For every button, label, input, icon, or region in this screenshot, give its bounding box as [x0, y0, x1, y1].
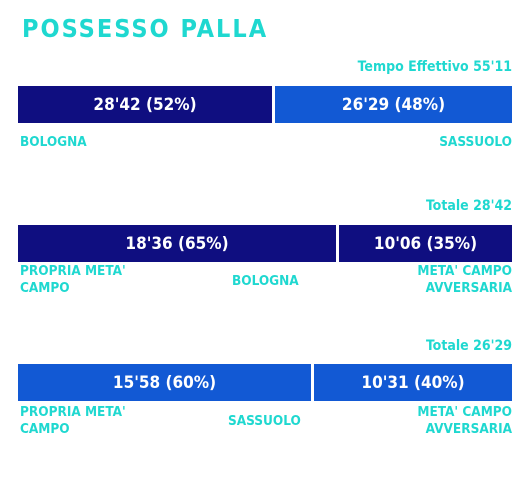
- bar-segment-3-right: 10'31 (40%): [314, 364, 512, 401]
- chart-title: POSSESSO PALLA: [22, 14, 269, 43]
- total-label-2: Totale 28'42: [425, 198, 512, 214]
- total-label-3: Totale 26'29: [425, 338, 512, 354]
- bar-segment-1-right: 26'29 (48%): [275, 86, 512, 123]
- team-label-2: BOLOGNA: [232, 273, 299, 289]
- half-label-own-3: PROPRIA META' CAMPO: [20, 404, 126, 437]
- half-label-opponent-2: META' CAMPO AVVERSARIA: [417, 263, 512, 296]
- bar-value-label-1-left: 28'42 (52%): [93, 94, 197, 115]
- bar-value-label-2-left: 18'36 (65%): [125, 233, 229, 254]
- bar-value-label-3-right: 10'31 (40%): [361, 372, 465, 393]
- team-label-sassuolo: SASSUOLO: [439, 134, 512, 150]
- bar-segment-2-right: 10'06 (35%): [339, 225, 512, 262]
- half-label-opponent-3: META' CAMPO AVVERSARIA: [417, 404, 512, 437]
- bar-segment-3-left: 15'58 (60%): [18, 364, 311, 401]
- half-label-own-2: PROPRIA META' CAMPO: [20, 263, 126, 296]
- bar-segment-2-left: 18'36 (65%): [18, 225, 336, 262]
- bar-segment-1-left: 28'42 (52%): [18, 86, 272, 123]
- team-label-bologna: BOLOGNA: [20, 134, 87, 150]
- team-label-3: SASSUOLO: [228, 413, 301, 429]
- total-label-1: Tempo Effettivo 55'11: [357, 59, 512, 75]
- bar-value-label-3-left: 15'58 (60%): [112, 372, 217, 393]
- bar-value-label-1-right: 26'29 (48%): [341, 94, 446, 115]
- bar-value-label-2-right: 10'06 (35%): [373, 233, 478, 254]
